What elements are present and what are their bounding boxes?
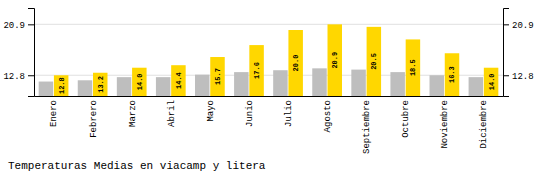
x-tick: Mayo bbox=[206, 96, 216, 122]
bar bbox=[430, 75, 444, 96]
chart: 12.8 13.2 14.0 14.4 15.7 17.6 20.0 20.9 20.5 18.5… bbox=[0, 0, 537, 174]
bar bbox=[171, 65, 185, 96]
axis-line bbox=[504, 9, 510, 97]
bar bbox=[234, 72, 248, 96]
title: Temperaturas Medias en viacamp y litera bbox=[8, 160, 266, 172]
bar bbox=[273, 70, 287, 96]
y-tick-label: 12.8 bbox=[3, 72, 25, 82]
bar bbox=[367, 27, 381, 96]
x-tick: Septiembre bbox=[362, 96, 372, 154]
x-tick-label: Abril bbox=[167, 100, 177, 127]
data-label: 13.2 bbox=[97, 76, 105, 93]
x-tick: Julio bbox=[284, 96, 294, 127]
bar bbox=[469, 77, 483, 96]
y-tick-mark bbox=[28, 24, 34, 25]
bar bbox=[288, 30, 302, 96]
x-tick-label: Junio bbox=[245, 100, 255, 127]
bar bbox=[406, 39, 420, 96]
data-label: 18.5 bbox=[409, 59, 417, 76]
x-tick-label: Mayo bbox=[206, 100, 216, 122]
bar bbox=[156, 77, 170, 96]
x-tick: Diciembre bbox=[479, 96, 489, 149]
x-tick-label: Octubre bbox=[401, 100, 411, 138]
data-label: 12.8 bbox=[58, 77, 66, 94]
y2-tick-mark bbox=[503, 75, 509, 76]
data-label: 14.4 bbox=[175, 72, 183, 89]
bar bbox=[484, 68, 498, 96]
y2-tick-label: 20.9 bbox=[512, 21, 534, 31]
x-tick: Noviembre bbox=[440, 96, 450, 149]
x-tick-label: Noviembre bbox=[440, 100, 450, 149]
x-tick: Junio bbox=[245, 96, 255, 127]
x-tick-label: Enero bbox=[49, 100, 59, 127]
x-tick: Abril bbox=[167, 96, 177, 127]
x-tick-label: Julio bbox=[284, 100, 294, 127]
data-label: 20.5 bbox=[370, 53, 378, 70]
bar bbox=[39, 82, 53, 96]
y2-tick-mark bbox=[503, 24, 509, 25]
bar bbox=[328, 24, 342, 96]
x-tick-label: Febrero bbox=[89, 100, 99, 138]
bar bbox=[93, 73, 107, 96]
bar bbox=[132, 68, 146, 96]
bar bbox=[117, 77, 131, 96]
bar-series bbox=[54, 24, 498, 96]
data-label: 14.0 bbox=[488, 73, 496, 90]
y-tick: 12.8 bbox=[3, 72, 34, 82]
y2-tick: 12.8 bbox=[503, 72, 534, 82]
data-label: 20.9 bbox=[331, 52, 339, 69]
data-label: 14.0 bbox=[136, 73, 144, 90]
y-tick-mark bbox=[28, 75, 34, 76]
axis-line bbox=[28, 9, 35, 97]
bar bbox=[445, 53, 459, 96]
y2-tick-label: 12.8 bbox=[512, 72, 534, 82]
data-label: 17.6 bbox=[253, 62, 261, 79]
x-axis: Enero Febrero Marzo Abril Mayo Junio Julio Agos… bbox=[35, 96, 504, 154]
x-tick-label: Agosto bbox=[323, 100, 333, 132]
data-label: 15.7 bbox=[214, 68, 222, 85]
x-tick: Febrero bbox=[89, 96, 99, 138]
bar bbox=[312, 68, 326, 96]
bars bbox=[39, 24, 499, 96]
grid bbox=[34, 24, 503, 75]
bar bbox=[210, 57, 224, 96]
x-tick: Agosto bbox=[323, 96, 333, 132]
bar bbox=[249, 45, 263, 96]
bar bbox=[54, 75, 68, 96]
x-tick: Enero bbox=[49, 96, 59, 127]
x-tick: Marzo bbox=[128, 96, 138, 127]
data-label: 16.3 bbox=[448, 66, 456, 83]
x-tick-label: Diciembre bbox=[479, 100, 489, 149]
x-tick-label: Septiembre bbox=[362, 100, 372, 154]
y2-axis: 12.8 20.9 bbox=[503, 9, 534, 97]
grid-line bbox=[34, 24, 503, 25]
bar bbox=[78, 80, 92, 96]
y-tick-label: 20.9 bbox=[3, 21, 25, 31]
x-tick-label: Marzo bbox=[128, 100, 138, 127]
y-axis: 12.8 20.9 bbox=[3, 9, 34, 97]
y-tick: 20.9 bbox=[3, 21, 34, 31]
bar bbox=[390, 72, 404, 96]
data-labels: 12.8 13.2 14.0 14.4 15.7 17.6 20.0 20.9 20.5 18.5… bbox=[58, 52, 496, 94]
bar bbox=[351, 70, 365, 96]
bar bbox=[195, 75, 209, 96]
x-tick: Octubre bbox=[401, 96, 411, 138]
data-label: 20.0 bbox=[292, 55, 300, 72]
y2-tick: 20.9 bbox=[503, 21, 534, 31]
axis-line bbox=[35, 96, 504, 97]
